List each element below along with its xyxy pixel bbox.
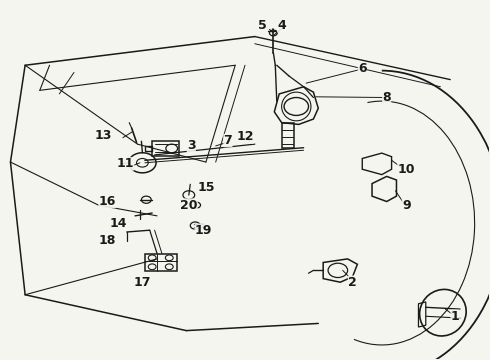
Text: 3: 3 bbox=[187, 139, 196, 152]
Text: 13: 13 bbox=[95, 129, 112, 142]
Text: 2: 2 bbox=[348, 276, 357, 289]
Text: 20: 20 bbox=[180, 199, 197, 212]
Text: 19: 19 bbox=[195, 224, 212, 237]
Text: 6: 6 bbox=[358, 62, 367, 75]
Text: 12: 12 bbox=[236, 130, 254, 144]
Text: 17: 17 bbox=[134, 276, 151, 289]
Text: 5: 5 bbox=[258, 19, 267, 32]
Text: 1: 1 bbox=[451, 310, 460, 323]
Text: 15: 15 bbox=[197, 181, 215, 194]
Text: 10: 10 bbox=[397, 163, 415, 176]
Text: 18: 18 bbox=[98, 234, 116, 247]
Text: 8: 8 bbox=[382, 91, 391, 104]
Text: 16: 16 bbox=[98, 195, 116, 208]
Text: 14: 14 bbox=[109, 216, 127, 230]
Text: 11: 11 bbox=[117, 157, 134, 170]
Text: 4: 4 bbox=[277, 19, 286, 32]
Text: 7: 7 bbox=[223, 134, 232, 147]
Text: 9: 9 bbox=[402, 199, 411, 212]
